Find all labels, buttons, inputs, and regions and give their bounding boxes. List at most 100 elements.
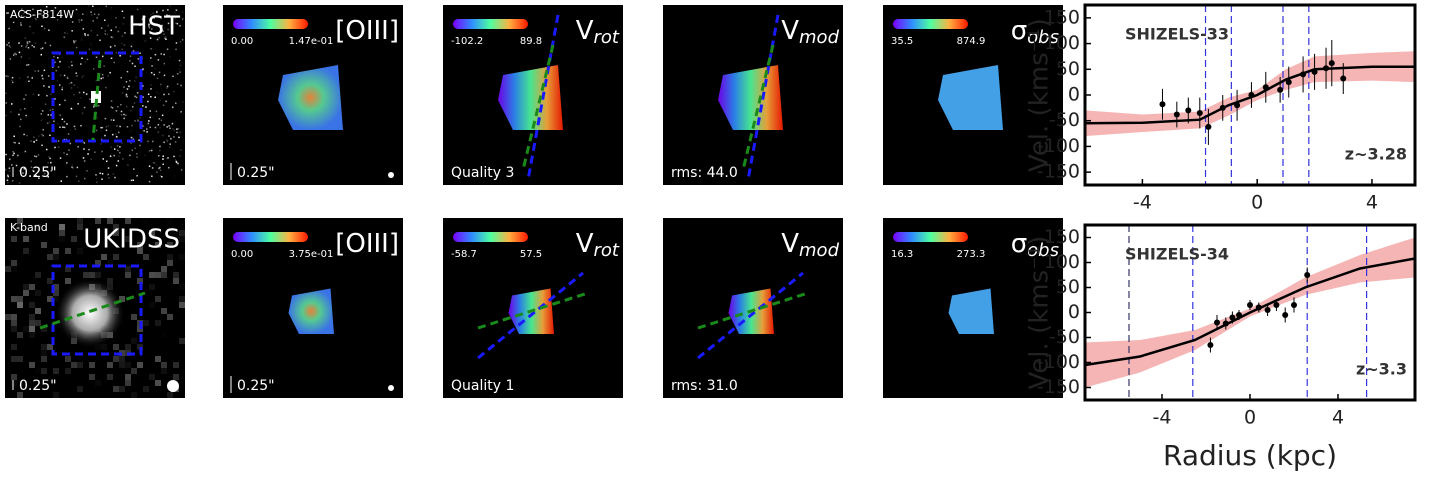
pa-line [39,291,146,330]
scale-label: 0.25" [19,165,57,181]
noise [77,145,79,148]
noise [33,46,35,48]
noise [45,5,48,8]
noise [139,24,141,27]
noise [121,35,124,37]
noise [150,149,153,152]
noise [159,83,162,86]
noise [131,314,137,320]
noise [104,19,106,21]
noise [178,136,180,139]
noise [38,177,40,179]
noise [53,296,59,302]
noise [53,254,59,260]
noise [105,86,107,89]
noise [56,122,59,125]
noise [94,151,96,153]
noise [113,254,119,260]
noise [37,170,39,173]
morph-axis [741,44,775,171]
noise [64,99,66,102]
noise [61,56,63,59]
noise [90,42,92,45]
panel-label: Vrot [576,16,620,49]
noise [152,116,155,118]
noise [146,131,148,133]
noise [177,162,179,165]
noise [83,148,85,150]
noise [148,25,150,27]
noise [176,83,179,85]
noise [152,140,154,143]
data-point [1229,314,1236,321]
data-point [1255,304,1262,311]
y-tick-label: 50 [1056,58,1080,80]
noise [143,130,145,132]
noise [121,48,123,51]
colorbar [893,232,968,242]
noise [155,296,161,302]
noise [147,140,149,143]
y-tick-label: 100 [1044,32,1080,54]
noise [23,248,29,254]
noise [143,218,149,224]
velocity-map [938,65,1003,130]
noise [71,166,73,168]
noise [70,61,73,63]
noise [26,44,28,46]
noise [66,175,68,178]
noise [19,108,22,111]
colorbar [453,19,528,29]
noise [47,344,53,350]
noise [129,79,131,82]
noise [86,170,88,172]
noise [11,29,14,31]
noise [22,172,24,174]
noise [46,122,49,124]
noise [107,173,109,176]
noise [149,230,155,236]
noise [125,272,131,278]
scale-label: 0.25" [237,378,275,394]
noise [158,71,161,74]
noise [104,30,107,32]
noise [75,72,77,74]
noise [77,224,83,230]
noise [20,8,23,11]
noise [30,106,33,109]
noise [66,123,68,125]
noise [52,108,54,111]
y-tick-label: -50 [1049,109,1080,131]
noise [63,126,66,129]
noise [151,175,153,178]
noise [89,272,95,278]
noise [124,114,127,117]
noise [136,8,139,11]
noise [168,5,171,7]
noise [128,85,130,88]
noise [151,167,154,169]
noise [113,356,119,362]
noise [104,33,107,35]
noise [131,146,133,148]
noise [48,29,50,32]
noise [7,75,9,78]
noise [168,125,170,127]
noise [49,109,52,111]
noise [117,149,119,152]
noise [73,41,76,44]
noise [29,320,35,326]
noise [11,79,13,82]
noise [12,81,14,84]
noise [107,74,110,77]
noise [57,66,60,68]
noise [27,76,29,78]
data-point [1311,68,1318,75]
noise [161,332,167,338]
noise [159,145,161,148]
y-tick-label: 150 [1044,226,1080,248]
noise [61,118,64,121]
noise [60,180,62,182]
noise [111,133,114,136]
noise [71,64,73,67]
